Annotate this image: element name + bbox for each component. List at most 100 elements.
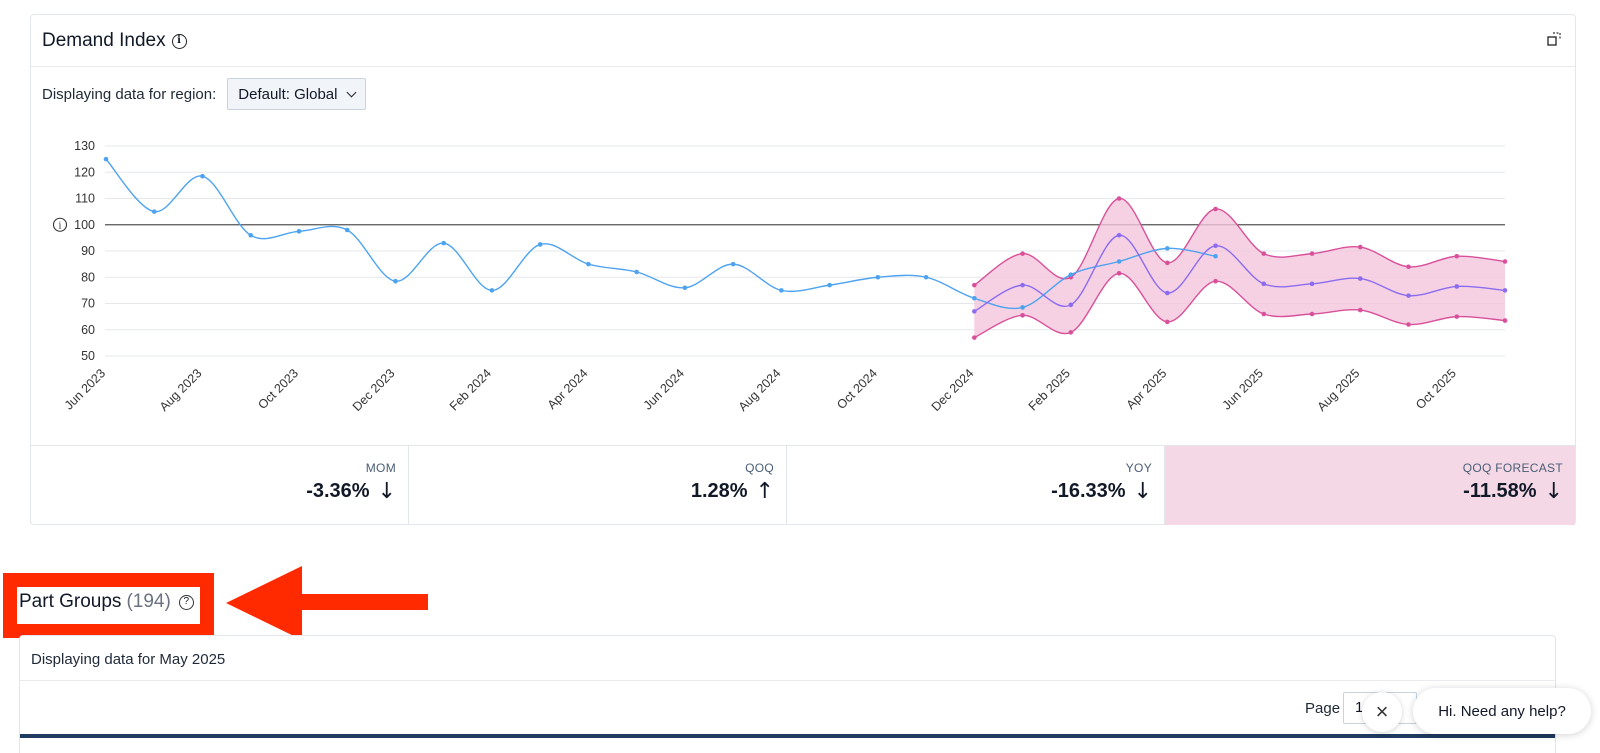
- y-tick-label: 90: [81, 244, 95, 258]
- data-point: [1116, 232, 1122, 238]
- data-point: [1406, 264, 1411, 270]
- region-row: Displaying data for region: Default: Glo…: [42, 78, 366, 110]
- data-point: [1454, 314, 1460, 319]
- y-tick-label: 110: [75, 192, 95, 206]
- data-point: [1213, 278, 1218, 284]
- data-point: [1068, 272, 1074, 277]
- expand-icon[interactable]: [1547, 32, 1561, 46]
- demand-index-title-text: Demand Index: [42, 30, 166, 51]
- y-tick-label: 70: [81, 297, 95, 311]
- period-text: Displaying data for May 2025: [31, 651, 226, 668]
- help-icon[interactable]: ?: [178, 594, 194, 610]
- data-point: [1406, 293, 1411, 298]
- stat-value: -3.36% ↓: [306, 479, 396, 504]
- data-point: [1020, 305, 1025, 310]
- region-dropdown[interactable]: Default: Global: [227, 78, 366, 110]
- data-point: [151, 209, 157, 214]
- x-tick-label: Aug 2025: [1315, 366, 1363, 414]
- data-point: [1165, 319, 1170, 325]
- y-tick-label: 50: [81, 349, 95, 363]
- stat-value-text: -3.36%: [306, 480, 370, 502]
- data-point: [537, 242, 543, 247]
- region-label: Displaying data for region:: [42, 85, 217, 103]
- y-tick-label: 100: [74, 218, 95, 232]
- info-icon[interactable]: i: [171, 33, 187, 49]
- data-point: [1068, 330, 1074, 335]
- data-point: [1116, 271, 1122, 276]
- data-point: [1502, 288, 1508, 293]
- data-point: [248, 232, 254, 238]
- data-point: [1213, 253, 1218, 259]
- data-point: [634, 269, 639, 275]
- data-point: [682, 285, 688, 291]
- stat-label: QOQ FORECAST: [1462, 461, 1563, 475]
- data-point: [441, 240, 446, 246]
- data-point: [1261, 281, 1267, 287]
- x-tick-label: Jun 2025: [1220, 366, 1266, 412]
- data-point: [344, 227, 350, 233]
- demand-index-header: Demand Index i: [31, 15, 1575, 67]
- data-point: [730, 261, 736, 267]
- data-point: [1502, 318, 1508, 323]
- stat-label: YOY: [1125, 461, 1152, 475]
- x-tick-label: Feb 2024: [447, 366, 494, 413]
- data-point: [1165, 246, 1170, 251]
- data-point: [779, 288, 784, 293]
- data-point: [1213, 206, 1218, 212]
- stat-value-text: -11.58%: [1463, 480, 1537, 502]
- x-tick-label: Aug 2023: [157, 366, 205, 414]
- data-point: [1309, 311, 1315, 317]
- data-point: [1357, 244, 1363, 250]
- stats-row: MOM -3.36% ↓ QOQ 1.28% ↑ YOY -16.33% ↓ Q…: [31, 445, 1575, 525]
- part-groups-title-text: Part Groups: [19, 591, 122, 612]
- stat-mom: MOM -3.36% ↓: [31, 446, 409, 525]
- stat-qoq: QOQ 1.28% ↑: [409, 446, 787, 525]
- table-header-bar: [20, 734, 1555, 738]
- data-point: [1116, 259, 1122, 264]
- data-point: [1309, 251, 1315, 256]
- arrow-down-icon: ↓: [1544, 479, 1563, 504]
- data-point: [972, 295, 977, 301]
- x-tick-label: Apr 2025: [1124, 366, 1170, 412]
- data-point: [1357, 276, 1363, 281]
- x-tick-label: Dec 2023: [350, 366, 398, 414]
- data-point: [1020, 282, 1025, 288]
- stat-value-text: -16.33%: [1051, 480, 1126, 502]
- data-point: [1309, 281, 1315, 287]
- data-point: [296, 229, 302, 234]
- demand-index-chart: 50 60 70 80 90 100 110 120 130 i Jun 2023 Aug 2023 O…: [52, 139, 1508, 414]
- stat-value: -11.58% ↓: [1463, 479, 1563, 504]
- stat-qoq-forecast: QOQ FORECAST -11.58% ↓: [1165, 446, 1575, 525]
- stat-value: 1.28% ↑: [691, 479, 774, 504]
- stat-value-text: 1.28%: [690, 480, 748, 502]
- data-point: [972, 335, 977, 340]
- x-tick-label: Oct 2025: [1413, 366, 1459, 412]
- part-groups-title: Part Groups (194) ?: [19, 591, 194, 613]
- help-chat-bubble[interactable]: Hi. Need any help?: [1413, 688, 1591, 734]
- demand-index-title: Demand Index i: [42, 30, 187, 52]
- data-point: [923, 274, 929, 280]
- data-point: [972, 282, 977, 288]
- x-tick-label: Aug 2024: [736, 366, 784, 414]
- part-groups-card: Displaying data for May 2025 Page 1: [19, 635, 1556, 753]
- data-point: [1502, 259, 1508, 264]
- data-point: [1261, 311, 1267, 317]
- annotation-highlight-box: [3, 573, 214, 638]
- data-point: [1165, 260, 1170, 266]
- page-label: Page: [1305, 700, 1341, 717]
- part-groups-count: (194): [126, 591, 171, 612]
- data-point: [1165, 290, 1170, 296]
- data-point: [972, 309, 977, 314]
- close-chat-button[interactable]: ×: [1362, 692, 1402, 732]
- y-tick-label: 60: [81, 323, 95, 337]
- x-tick-label: Feb 2025: [1026, 366, 1073, 413]
- reference-info-icon: [52, 217, 68, 232]
- x-tick-label: Oct 2023: [255, 366, 301, 412]
- data-point: [200, 173, 205, 179]
- data-point: [1020, 313, 1025, 318]
- data-point: [1454, 284, 1460, 289]
- data-point: [1406, 322, 1411, 327]
- arrow-down-icon: ↓: [1133, 479, 1152, 504]
- demand-index-card: Demand Index i Displaying data for regio…: [30, 14, 1576, 525]
- data-point: [1454, 253, 1460, 259]
